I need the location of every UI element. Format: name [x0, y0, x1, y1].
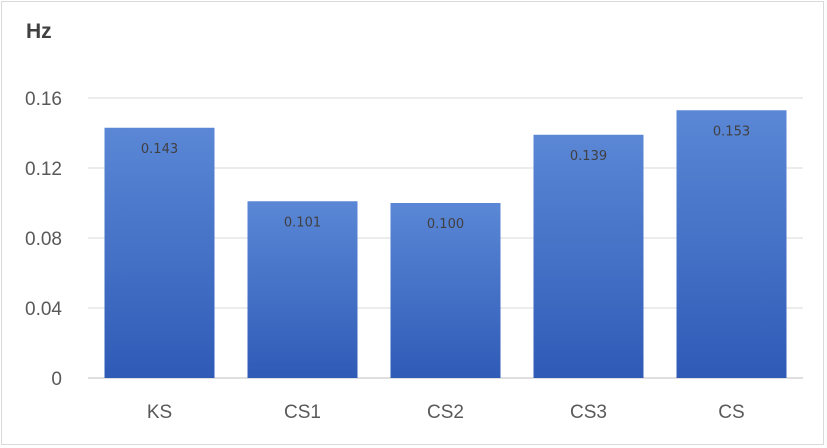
- data-label: 0.143: [141, 142, 178, 157]
- data-label: 0.153: [713, 124, 750, 139]
- y-tick-label: 0.04: [25, 299, 62, 320]
- x-tick-label: CS3: [570, 402, 607, 423]
- data-label: 0.139: [570, 149, 607, 164]
- data-label: 0.100: [427, 217, 464, 232]
- data-labels: 0.143 0.101 0.100 0.139 0.153: [141, 124, 750, 232]
- y-axis-ticks: 0 0.04 0.08 0.12 0.16: [25, 89, 62, 390]
- x-tick-label: KS: [147, 402, 172, 423]
- bar-cs3: [533, 134, 644, 378]
- x-tick-label: CS2: [427, 402, 464, 423]
- y-tick-label: 0.12: [25, 159, 62, 180]
- x-tick-label: CS1: [284, 402, 321, 423]
- x-tick-label: CS: [718, 402, 744, 423]
- y-tick-label: 0.16: [25, 89, 62, 110]
- bar-cs2: [390, 203, 501, 378]
- bar-cs: [676, 110, 787, 378]
- bar-ks: [104, 127, 215, 378]
- y-axis-unit-label: Hz: [26, 20, 52, 43]
- y-tick-label: 0: [51, 369, 62, 390]
- x-axis-ticks: KS CS1 CS2 CS3 CS: [147, 402, 745, 423]
- data-label: 0.101: [284, 215, 321, 230]
- y-tick-label: 0.08: [25, 229, 62, 250]
- bars: [104, 110, 787, 378]
- bar-cs1: [247, 201, 358, 378]
